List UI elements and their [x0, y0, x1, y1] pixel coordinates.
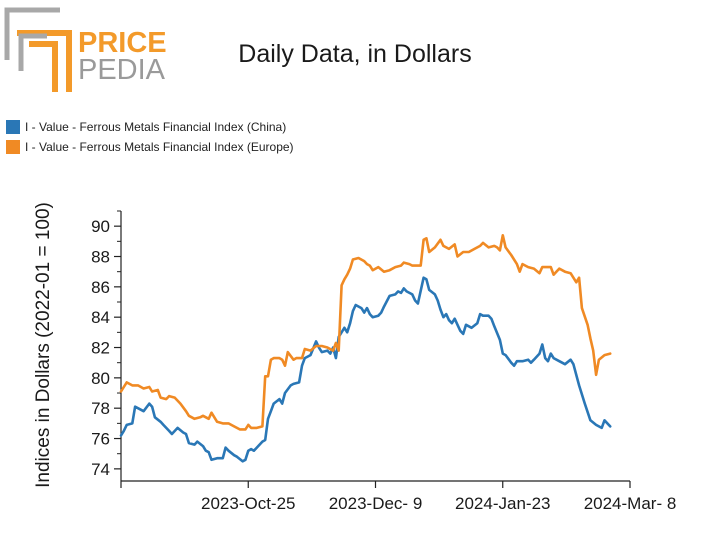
- y-tick-label: 74: [91, 460, 110, 479]
- legend-label-china: I - Value - Ferrous Metals Financial Ind…: [25, 120, 287, 134]
- legend-item-china[interactable]: I - Value - Ferrous Metals Financial Ind…: [6, 120, 286, 134]
- x-tick-label: 2023-Oct-25: [201, 494, 296, 513]
- logo-text-price: PRICE: [78, 27, 167, 59]
- legend-swatch-europe: [6, 140, 20, 154]
- y-tick-label: 90: [91, 217, 110, 236]
- y-tick-label: 76: [91, 430, 110, 449]
- legend-swatch-china: [6, 120, 20, 134]
- y-tick-label: 86: [91, 278, 110, 297]
- series-layer: [119, 234, 612, 463]
- legend-item-europe[interactable]: I - Value - Ferrous Metals Financial Ind…: [6, 140, 294, 154]
- series-line-china: [119, 276, 612, 463]
- series-line-europe: [119, 234, 612, 431]
- x-tick-label: 2024-Mar- 8: [584, 494, 677, 513]
- x-tick-label: 2024-Jan-23: [455, 494, 550, 513]
- y-tick-label: 88: [91, 248, 110, 267]
- y-tick-label: 78: [91, 399, 110, 418]
- legend-label-europe: I - Value - Ferrous Metals Financial Ind…: [25, 140, 294, 154]
- logo-mark: [4, 7, 72, 92]
- y-tick-label: 82: [91, 339, 110, 358]
- x-tick-label: 2023-Dec- 9: [329, 494, 423, 513]
- pricepedia-logo: PRICE PEDIA: [4, 7, 167, 92]
- logo-text-pedia: PEDIA: [78, 54, 166, 86]
- y-tick-label: 80: [91, 369, 110, 388]
- y-tick-label: 84: [91, 308, 110, 327]
- chart-title: Daily Data, in Dollars: [238, 40, 472, 68]
- axes: 74 76 78 80 82 84 86 88 90 2023-Oct-25 2023-Dec- 9…: [91, 210, 677, 513]
